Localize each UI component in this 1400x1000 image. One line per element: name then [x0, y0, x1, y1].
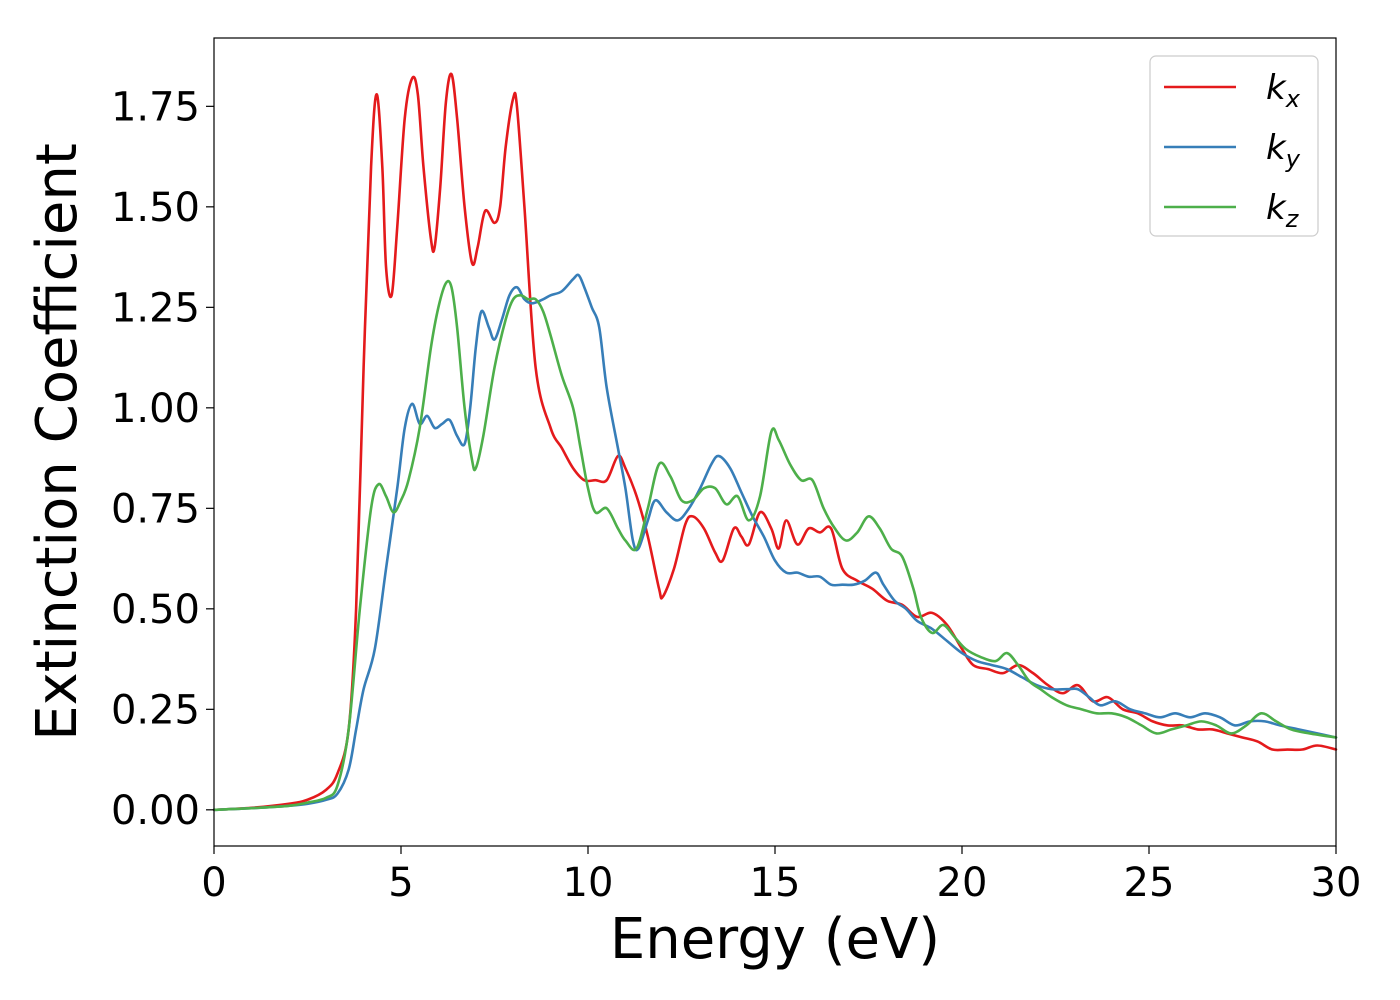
x-tick-label: 5	[388, 860, 413, 906]
x-tick-label: 15	[750, 860, 801, 906]
x-tick-label: 30	[1311, 860, 1362, 906]
x-tick-label: 10	[563, 860, 614, 906]
series-layer	[212, 72, 1338, 812]
y-tick-label: 1.50	[111, 185, 200, 231]
y-tick-label: 1.75	[111, 84, 200, 130]
y-tick-label: 0.00	[111, 788, 200, 834]
x-axis-title: Energy (eV)	[610, 907, 940, 972]
x-tick-label: 20	[937, 860, 988, 906]
x-tick-label: 0	[201, 860, 226, 906]
y-axis-ticks: 0.00 0.25 0.50 0.75 1.00 1.25 1.50 1.75	[111, 84, 214, 834]
y-tick-label: 0.75	[111, 486, 200, 532]
x-tick-label: 25	[1124, 860, 1175, 906]
y-tick-label: 1.25	[111, 285, 200, 331]
y-tick-label: 1.00	[111, 386, 200, 432]
series-line-x	[212, 72, 1338, 812]
y-tick-label: 0.25	[111, 687, 200, 733]
series-line-z	[212, 279, 1338, 812]
series-line-y	[212, 273, 1338, 812]
x-axis-ticks: 0 5 10 15 20 25 30	[201, 846, 1361, 906]
y-axis-title: Extinction Coefficient	[25, 143, 90, 741]
y-tick-label: 0.50	[111, 587, 200, 633]
